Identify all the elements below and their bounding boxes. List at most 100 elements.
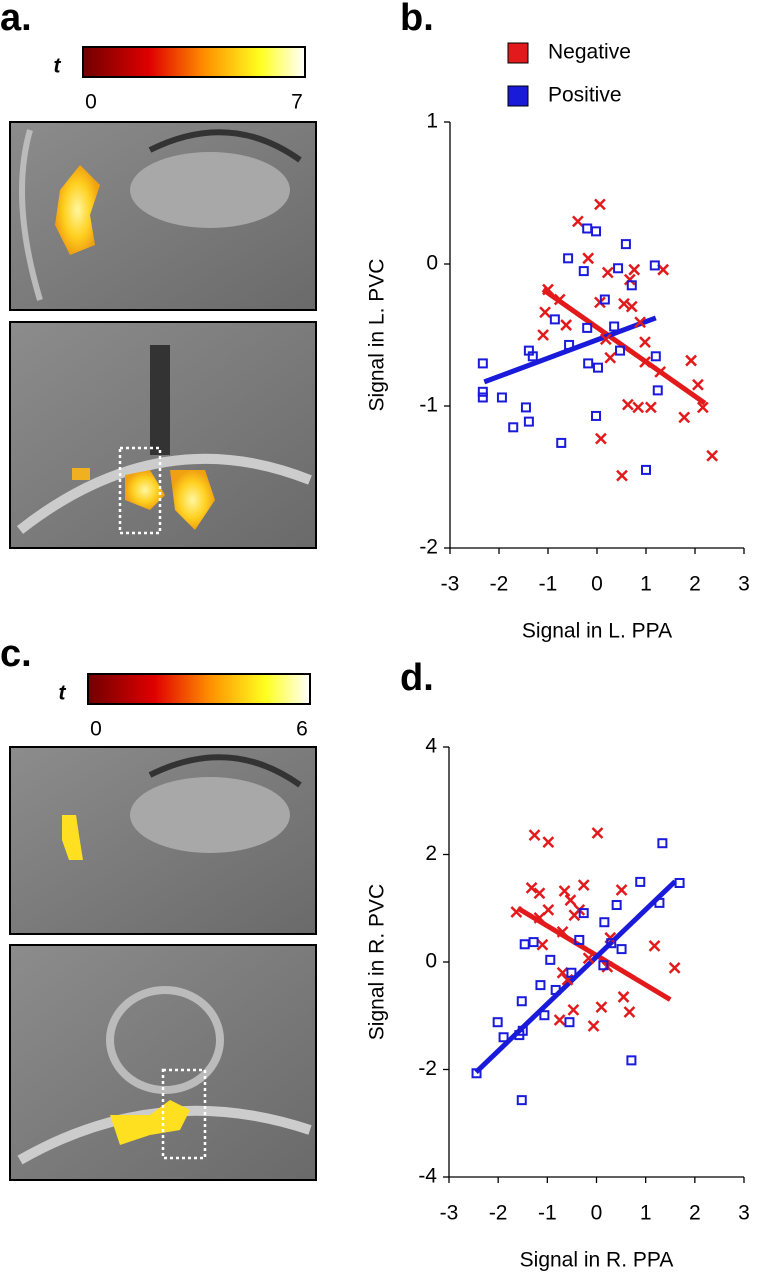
point [599, 917, 610, 928]
point [517, 1025, 528, 1036]
brain-image-axial [9, 321, 317, 549]
point [525, 881, 538, 894]
colorbar-label: t [54, 55, 62, 78]
point [536, 938, 549, 951]
point [523, 416, 534, 427]
point [611, 900, 622, 911]
point [591, 827, 604, 839]
point [535, 980, 546, 991]
x-tick-label: 2 [689, 573, 701, 596]
point [542, 836, 555, 849]
panel-label: c. [0, 633, 32, 675]
point [648, 939, 661, 952]
y-tick-label: 4 [425, 735, 437, 758]
x-tick-label: -3 [441, 573, 460, 596]
x-axis-label: Signal in L. PPA [522, 620, 672, 643]
point [696, 401, 709, 414]
point [649, 260, 660, 271]
point [498, 1032, 509, 1043]
point [594, 198, 606, 211]
point [558, 885, 571, 897]
point [549, 314, 560, 325]
y-tick-label: -2 [418, 1057, 437, 1080]
legend-swatch [507, 85, 529, 107]
point [626, 1055, 637, 1066]
point [564, 1017, 575, 1028]
brain-image-sagittal [9, 746, 317, 935]
point [685, 354, 697, 367]
point [572, 215, 584, 228]
point [574, 934, 585, 945]
point [587, 1020, 600, 1032]
point [510, 906, 523, 918]
y-tick-label: -2 [419, 536, 438, 559]
point [537, 329, 549, 341]
point [582, 223, 593, 234]
point [692, 378, 704, 391]
point [615, 884, 628, 896]
x-tick-label: -2 [490, 573, 509, 596]
point [634, 316, 647, 329]
colorbar-tick-label: 7 [291, 91, 303, 114]
point [556, 966, 569, 979]
point [533, 887, 546, 900]
point [563, 253, 574, 264]
point [477, 386, 488, 397]
point [654, 897, 665, 908]
point [592, 362, 603, 373]
x-tick-label: 3 [738, 1202, 750, 1225]
panel-label: d. [400, 657, 434, 699]
point [626, 280, 637, 291]
x-tick-label: 3 [738, 573, 750, 596]
point [519, 939, 530, 950]
point [516, 1095, 527, 1106]
point [617, 991, 630, 1003]
point [639, 356, 651, 368]
x-tick-label: 1 [640, 1202, 652, 1225]
point [564, 339, 575, 350]
point [516, 996, 527, 1007]
point [583, 358, 594, 369]
point [520, 402, 531, 413]
point [496, 392, 507, 403]
point [632, 401, 645, 414]
point [533, 912, 546, 924]
point [550, 984, 561, 995]
point [578, 908, 589, 919]
point [582, 952, 595, 965]
x-tick-label: -2 [489, 1202, 508, 1225]
point [635, 876, 646, 887]
colorbar-tick-label: 0 [90, 718, 102, 741]
point [620, 239, 631, 250]
point [542, 903, 555, 916]
y-tick-label: 0 [426, 252, 438, 275]
point [599, 333, 612, 346]
point [625, 300, 638, 313]
point [657, 838, 668, 849]
point [582, 322, 593, 333]
point [560, 319, 573, 331]
point [477, 392, 488, 403]
x-tick-label: -1 [538, 1202, 557, 1225]
y-tick-label: 2 [425, 842, 437, 865]
point [623, 273, 636, 286]
point [553, 1014, 566, 1026]
legend-label: Positive [548, 84, 622, 107]
x-tick-label: -3 [440, 1202, 459, 1225]
legend-swatch [507, 42, 529, 64]
brain-image-sagittal [9, 121, 317, 311]
point [556, 437, 567, 448]
point [578, 266, 589, 277]
point [567, 1003, 580, 1016]
point [645, 401, 657, 414]
point [613, 263, 624, 274]
point [556, 926, 569, 938]
point [652, 385, 663, 396]
point [577, 879, 590, 892]
point [604, 351, 617, 364]
point [674, 877, 685, 888]
point [528, 937, 539, 948]
y-axis-label: Signal in R. PVC [366, 884, 389, 1040]
point [606, 938, 617, 949]
